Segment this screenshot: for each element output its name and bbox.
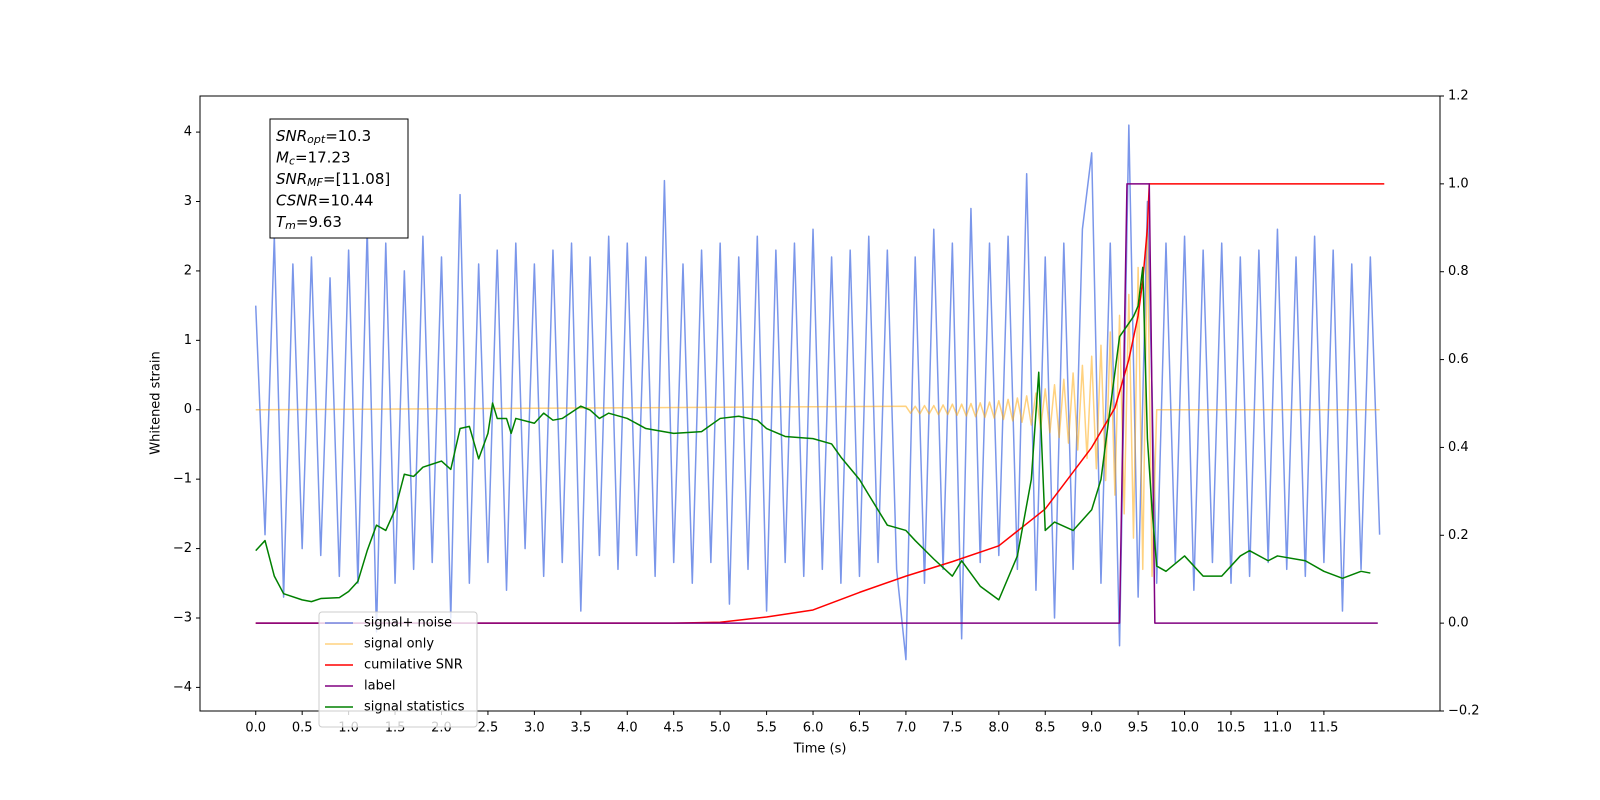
annotation-value: =10.3 (325, 127, 371, 145)
legend-label: label (364, 679, 395, 694)
x-tick-label: 6.5 (849, 721, 870, 736)
annotation-symbol: CSNR (276, 191, 318, 209)
x-tick-label: 3.5 (570, 721, 591, 736)
y-tick-label: 0 (184, 402, 192, 417)
x-tick-label: 10.0 (1170, 721, 1199, 736)
x-tick-label: 0.0 (245, 721, 266, 736)
x-tick-label: 8.0 (988, 721, 1009, 736)
y-tick-label: 3 (184, 194, 192, 209)
y2-tick-label: 0.8 (1448, 264, 1469, 279)
series-line (255, 231, 1380, 578)
annotation-frame (269, 118, 409, 239)
x-tick-label: 4.0 (617, 721, 638, 736)
y2-tick-label: 0.4 (1448, 440, 1469, 455)
y2-tick-label: 0.6 (1448, 352, 1469, 367)
legend-frame (318, 611, 478, 728)
legend-label: cumilative SNR (364, 658, 463, 673)
annotation-symbol: SNR (276, 170, 307, 188)
legend-label: signal statistics (364, 700, 465, 715)
annotation-value: =9.63 (296, 213, 342, 231)
annotation-box: SNRopt=10.3Mc=17.23SNRMF=[11.08]CSNR=10.… (269, 118, 409, 239)
series-line (254, 124, 1381, 661)
x-tick-label: 10.5 (1217, 721, 1246, 736)
y-tick-label: −3 (173, 610, 192, 625)
x-tick-label: 11.5 (1309, 721, 1338, 736)
annotation-subscript: m (285, 219, 296, 232)
annotation-value: =[11.08] (323, 170, 390, 188)
axes-frame (199, 95, 1441, 712)
annotation-subscript: c (289, 155, 295, 168)
annotation-value: =10.44 (318, 191, 374, 209)
annotation-subscript: opt (307, 133, 326, 146)
annotation-symbol: SNR (276, 127, 307, 145)
x-tick-label: 8.5 (1035, 721, 1056, 736)
x-tick-label: 9.0 (1081, 721, 1102, 736)
legend-label: signal+ noise (364, 616, 452, 631)
y2-tick-label: −0.2 (1448, 704, 1480, 719)
y2-tick-label: 1.2 (1448, 89, 1469, 104)
x-tick-label: 6.0 (803, 721, 824, 736)
x-tick-label: 2.5 (478, 721, 499, 736)
y2-tick-label: 1.0 (1448, 176, 1469, 191)
y-tick-label: −1 (173, 472, 192, 487)
annotation-line: SNRopt=10.3 (276, 127, 371, 147)
y-tick-label: 4 (184, 125, 192, 140)
y2-tick-label: 0.2 (1448, 528, 1469, 543)
x-tick-label: 5.0 (710, 721, 731, 736)
y-tick-label: −2 (173, 541, 192, 556)
x-tick-label: 4.5 (663, 721, 684, 736)
x-tick-label: 9.5 (1128, 721, 1149, 736)
annotation-line: SNRMF=[11.08] (276, 170, 390, 190)
annotation-line: Mc=17.23 (276, 148, 351, 168)
y-tick-label: 2 (184, 263, 192, 278)
y2-tick-label: 0.0 (1448, 616, 1469, 631)
x-tick-label: 11.0 (1263, 721, 1292, 736)
annotation-symbol: T (276, 213, 287, 231)
annotation-line: CSNR=10.44 (276, 191, 373, 209)
x-tick-label: 5.5 (756, 721, 777, 736)
x-axis-label: Time (s) (793, 742, 847, 757)
legend-label: signal only (364, 637, 434, 652)
annotation-value: =17.23 (295, 148, 351, 166)
legend: signal+ noise signal only cumilative SNR la… (318, 611, 478, 728)
y-tick-label: 1 (184, 333, 192, 348)
x-tick-label: 7.0 (896, 721, 917, 736)
annotation-subscript: MF (307, 176, 323, 189)
annotation-symbol: M (276, 148, 289, 166)
y-tick-label: −4 (173, 680, 192, 695)
series-line (255, 266, 1371, 603)
x-tick-label: 3.0 (524, 721, 545, 736)
series-line (255, 183, 1378, 624)
annotation-line: Tm=9.63 (276, 213, 342, 233)
plot-area (254, 124, 1385, 661)
y-axis-label: Whitened strain (149, 351, 164, 454)
x-tick-label: 7.5 (942, 721, 963, 736)
x-tick-label: 0.5 (292, 721, 313, 736)
